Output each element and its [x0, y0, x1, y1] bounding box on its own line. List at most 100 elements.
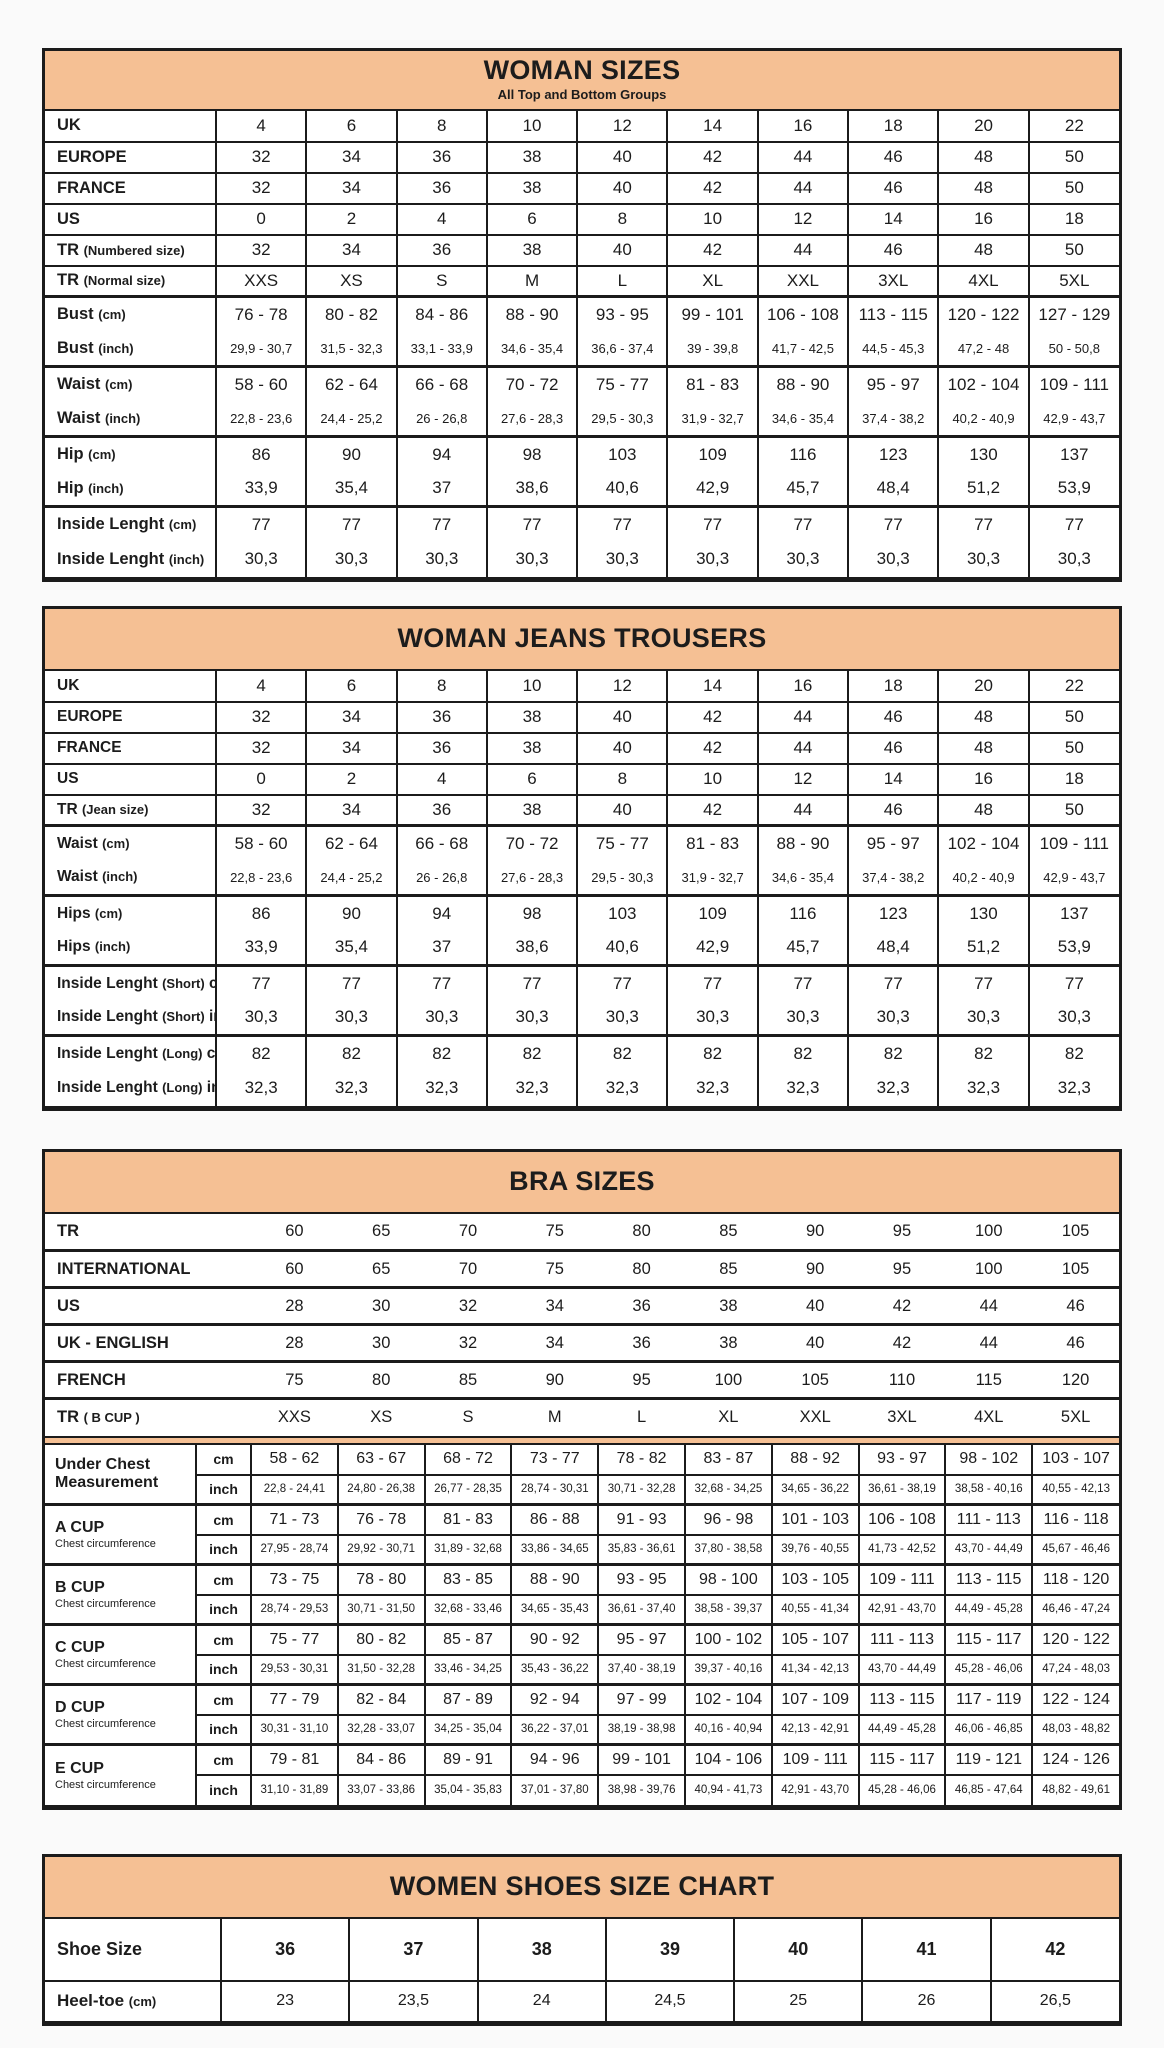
- size-cell: 77: [395, 965, 488, 1001]
- size-cell: 22,8 - 24,41: [250, 1473, 339, 1505]
- size-cell: 30,3: [1027, 541, 1121, 577]
- woman-sizes-grid: UK 4 6 8 10 12 14 16 18 20 22 EUROPE 32 34 36 38 40 42 44 4…: [44, 110, 1121, 577]
- size-cell: 60: [285, 1221, 304, 1240]
- size-cell: 106 - 108: [857, 1504, 947, 1535]
- size-cell: 94 - 96: [510, 1744, 600, 1775]
- row-label: Inside Lenght (Short) inch: [44, 1000, 217, 1036]
- size-cell: 77: [1027, 965, 1121, 1001]
- size-cell: 44,49 - 45,28: [857, 1713, 947, 1745]
- size-cell: 77: [937, 506, 1030, 542]
- size-cell: 44: [756, 701, 850, 733]
- size-cell: 27,6 - 28,3: [485, 860, 579, 896]
- size-cell: 66 - 68: [395, 825, 488, 861]
- size-cell: 40,2 - 40,9: [937, 860, 1030, 896]
- woman-sizes-table: WOMAN SIZES All Top and Bottom Groups UK…: [42, 48, 1122, 582]
- size-cell: XL: [718, 1408, 739, 1427]
- size-cell: 2: [305, 203, 398, 235]
- size-cell: 35,43 - 36,22: [510, 1653, 600, 1685]
- size-cell: 42: [666, 141, 759, 173]
- size-cell: 32,3: [847, 1070, 940, 1106]
- size-cell: 40,2 - 40,9: [937, 401, 1030, 437]
- size-cell: XXL: [799, 1408, 831, 1427]
- cup-name: B CUP: [55, 1579, 105, 1597]
- size-cell: 44,5 - 45,3: [847, 331, 940, 367]
- size-cell: 38,6: [485, 471, 579, 507]
- size-cell: 30,31 - 31,10: [250, 1713, 339, 1745]
- size-cell: 34: [305, 172, 398, 204]
- size-cell: 46: [847, 794, 940, 826]
- size-cell: 88 - 92: [770, 1444, 860, 1475]
- size-cell: 90 - 92: [510, 1624, 600, 1655]
- size-cell: 99 - 101: [597, 1744, 686, 1775]
- size-cell: 24: [476, 1980, 607, 2021]
- size-cell: 34,65 - 35,43: [510, 1593, 600, 1625]
- size-cell: 111 - 113: [944, 1504, 1034, 1535]
- size-cell: 20: [937, 110, 1030, 142]
- size-cell: 31,5 - 32,3: [305, 331, 398, 367]
- row-label: US: [57, 1296, 80, 1315]
- size-cell: 40,6: [576, 471, 669, 507]
- size-cell: 29,53 - 30,31: [250, 1653, 339, 1685]
- size-cell: 58 - 60: [214, 366, 308, 402]
- size-cell: 51,2: [937, 930, 1030, 966]
- size-cell: XS: [305, 265, 398, 297]
- size-cell: 16: [937, 203, 1030, 235]
- row-label: Waist (cm): [44, 825, 217, 861]
- cup-label: A CUP Chest circumference: [44, 1504, 197, 1565]
- size-cell: 102 - 104: [937, 366, 1030, 402]
- size-cell: 44: [756, 732, 850, 764]
- size-cell: 3XL: [847, 265, 940, 297]
- row-label: FRENCH: [57, 1370, 126, 1389]
- row-label: Hip (cm): [44, 436, 217, 472]
- size-cell: 2: [305, 763, 398, 795]
- size-cell: 82: [485, 1035, 579, 1071]
- size-cell: 26 - 26,8: [395, 401, 488, 437]
- size-cell: 35,83 - 36,61: [597, 1533, 686, 1565]
- size-cell: 130: [937, 436, 1030, 472]
- size-cell: 42: [666, 234, 759, 266]
- size-cell: 46,46 - 47,24: [1031, 1593, 1120, 1625]
- row-label: UK - ENGLISH: [57, 1333, 169, 1352]
- size-cell: 5XL: [1027, 265, 1121, 297]
- row-label: Inside Lenght (Long) inch: [44, 1070, 217, 1106]
- row-label: Inside Lenght (cm): [44, 506, 217, 542]
- size-cell: 77: [847, 506, 940, 542]
- size-cell: XXS: [214, 265, 308, 297]
- size-cell: 8: [576, 763, 669, 795]
- size-cell: 77: [485, 506, 579, 542]
- size-cell: 87 - 89: [423, 1684, 513, 1715]
- size-cell: 36: [219, 1918, 351, 1981]
- size-cell: 10: [485, 670, 579, 702]
- cup-subtitle: Chest circumference: [55, 1538, 156, 1551]
- size-cell: 104 - 106: [683, 1744, 773, 1775]
- size-cell: 77: [305, 506, 398, 542]
- size-cell: 123: [847, 895, 940, 931]
- size-cell: 8: [576, 203, 669, 235]
- cup-name: A CUP: [55, 1519, 105, 1537]
- size-cell: 78 - 80: [336, 1564, 426, 1595]
- size-cell: 24,4 - 25,2: [305, 401, 398, 437]
- size-cell: 40: [576, 234, 669, 266]
- size-cell: 65: [372, 1221, 391, 1240]
- size-cell: 109: [666, 895, 759, 931]
- size-cell: 110: [888, 1370, 916, 1389]
- size-cell: 92 - 94: [510, 1684, 600, 1715]
- size-cell: 32: [214, 234, 308, 266]
- size-cell: 30,3: [756, 541, 850, 577]
- size-cell: 42,9 - 43,7: [1027, 401, 1121, 437]
- size-cell: M: [485, 265, 579, 297]
- size-cell: 95: [892, 1221, 912, 1240]
- size-cell: 33,9: [214, 471, 308, 507]
- size-cell: 48: [937, 141, 1030, 173]
- size-cell: 77: [395, 506, 488, 542]
- size-cell: 28: [285, 1333, 304, 1352]
- size-cell: 82: [847, 1035, 940, 1071]
- size-cell: 100: [975, 1259, 1003, 1278]
- size-cell: 32,3: [666, 1070, 759, 1106]
- size-cell: 77: [576, 965, 669, 1001]
- size-cell: 30,3: [576, 1000, 669, 1036]
- size-cell: 96 - 98: [683, 1504, 773, 1535]
- size-cell: 18: [1027, 203, 1121, 235]
- size-cell: L: [576, 265, 669, 297]
- shoes-size-header: WOMEN SHOES SIZE CHART: [45, 1856, 1119, 1919]
